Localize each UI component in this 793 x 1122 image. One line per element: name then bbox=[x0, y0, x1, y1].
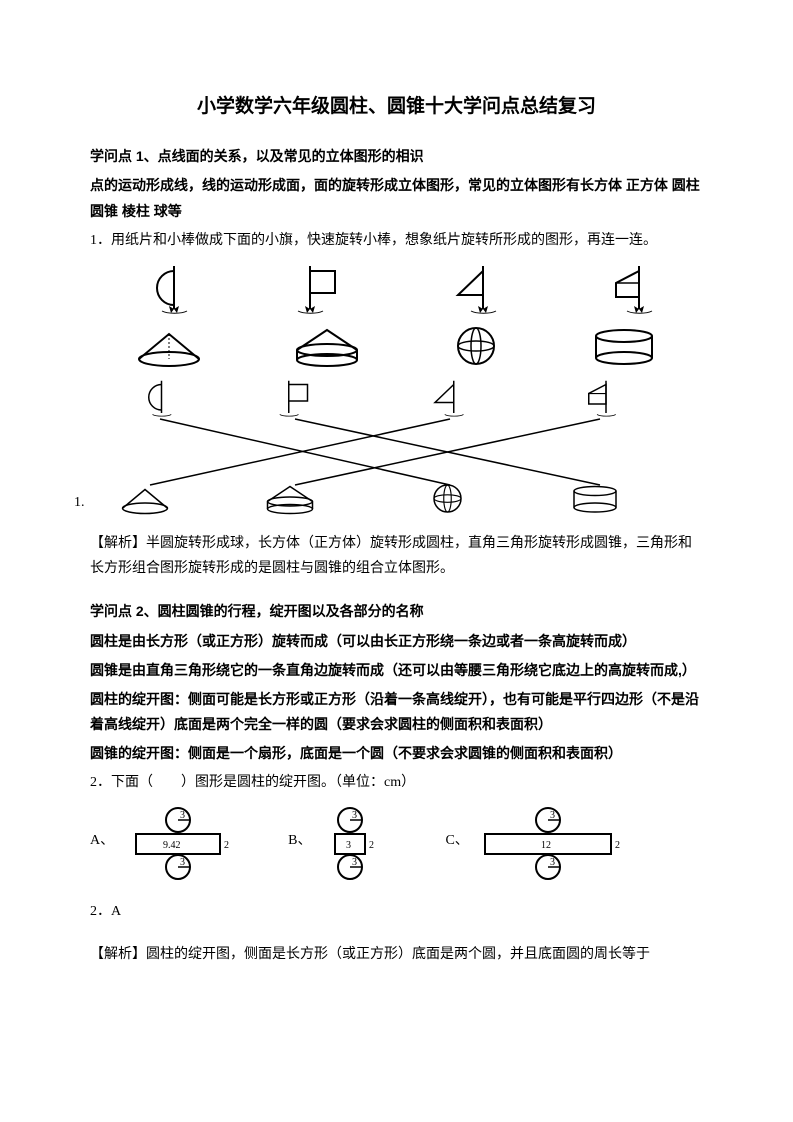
q1-answer-label: 1. bbox=[74, 490, 85, 515]
flag-combo bbox=[591, 261, 661, 316]
page-title: 小学数学六年级圆柱、圆锥十大学问点总结复习 bbox=[90, 90, 703, 124]
svg-text:3: 3 bbox=[346, 840, 351, 851]
svg-text:3: 3 bbox=[550, 810, 555, 821]
q2-options: A、 3 9.42 2 3 B、 3 3 2 3 C、 bbox=[90, 806, 703, 881]
kp1-analysis: 【解析】半圆旋转形成球，长方体（正方体）旋转形成圆柱，直角三角形旋转形成圆锥，三… bbox=[90, 531, 703, 581]
flag-square bbox=[285, 261, 355, 316]
kp2-line4: 圆锥的绽开图：侧面是一个扇形，底面是一个圆（不要求会求圆锥的侧面积和表面积） bbox=[90, 741, 703, 766]
flag-semicircle bbox=[132, 261, 202, 316]
option-b: B、 3 3 2 3 bbox=[288, 806, 395, 881]
flag-triangle bbox=[438, 261, 508, 316]
q1-answer-figure bbox=[90, 377, 690, 517]
option-a: A、 3 9.42 2 3 bbox=[90, 806, 238, 881]
q1-answer-block: 1. bbox=[90, 377, 703, 517]
svg-text:3: 3 bbox=[550, 857, 555, 868]
q1-text: 1．用纸片和小棒做成下面的小旗，快速旋转小棒，想象纸片旋转所形成的图形，再连一连… bbox=[90, 228, 703, 253]
solid-sphere bbox=[446, 324, 506, 369]
svg-text:9.42: 9.42 bbox=[163, 840, 181, 851]
svg-text:2: 2 bbox=[224, 840, 229, 851]
kp2-line1: 圆柱是由长方形（或正方形）旋转而成（可以由长正方形绕一条边或者一条高旋转而成） bbox=[90, 629, 703, 654]
svg-text:3: 3 bbox=[180, 857, 185, 868]
option-c-label: C、 bbox=[445, 828, 468, 853]
svg-text:3: 3 bbox=[352, 810, 357, 821]
kp2-line3: 圆柱的绽开图：侧面可能是长方形或正方形（沿着一条高线绽开），也有可能是平行四边形… bbox=[90, 687, 703, 737]
option-b-label: B、 bbox=[288, 828, 311, 853]
q2-text: 2．下面（ ）图形是圆柱的绽开图。（单位：cm） bbox=[90, 770, 703, 795]
q1-flags-row bbox=[90, 261, 703, 316]
q2-answer: 2．A bbox=[90, 899, 703, 924]
solid-cylinder bbox=[584, 324, 664, 369]
svg-text:2: 2 bbox=[615, 840, 620, 851]
solid-cone-cylinder bbox=[287, 324, 367, 369]
kp2-heading: 学问点 2、圆柱圆锥的行程，绽开图以及各部分的名称 bbox=[90, 599, 703, 624]
svg-text:2: 2 bbox=[369, 840, 374, 851]
svg-text:3: 3 bbox=[180, 810, 185, 821]
q1-solids-row bbox=[90, 324, 703, 369]
solid-cone bbox=[129, 324, 209, 369]
svg-text:12: 12 bbox=[541, 840, 551, 851]
svg-text:3: 3 bbox=[352, 857, 357, 868]
option-c: C、 3 12 2 3 bbox=[445, 806, 632, 881]
option-a-label: A、 bbox=[90, 828, 114, 853]
kp2-analysis: 【解析】圆柱的绽开图，侧面是长方形（或正方形）底面是两个圆，并且底面圆的周长等于 bbox=[90, 942, 703, 967]
kp2-line2: 圆锥是由直角三角形绕它的一条直角边旋转而成（还可以由等腰三角形绕它底边上的高旋转… bbox=[90, 658, 703, 683]
kp1-line1: 点的运动形成线，线的运动形成面，面的旋转形成立体图形，常见的立体图形有长方体 正… bbox=[90, 173, 703, 223]
kp1-heading: 学问点 1、点线面的关系，以及常见的立体图形的相识 bbox=[90, 144, 703, 169]
